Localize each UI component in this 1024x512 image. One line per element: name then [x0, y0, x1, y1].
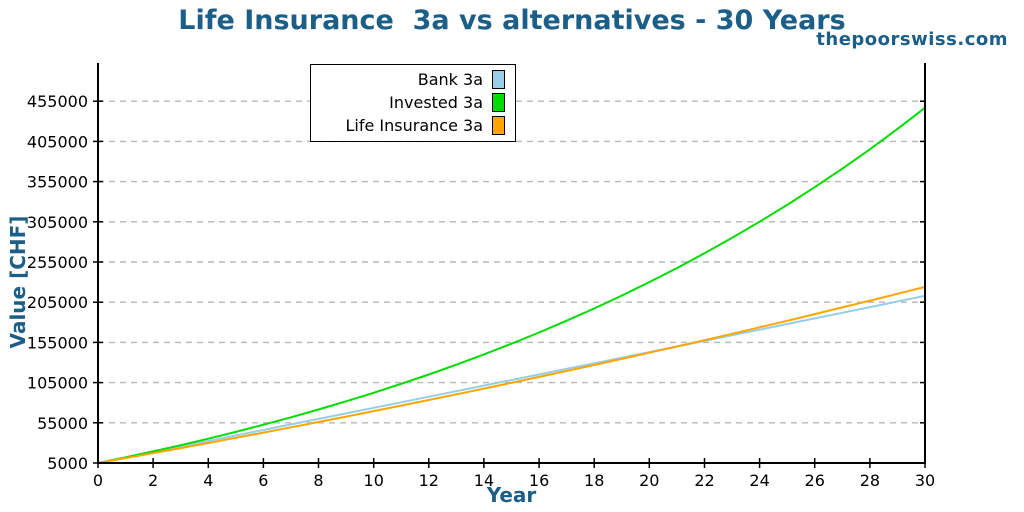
legend-item: Invested 3a: [315, 91, 505, 114]
watermark-text: thepoorswiss.com: [816, 29, 1008, 50]
y-tick-label: 155000: [27, 333, 88, 352]
y-tick-label: 255000: [27, 253, 88, 272]
x-tick-label: 28: [860, 471, 880, 490]
y-tick-label: 105000: [27, 374, 88, 393]
x-tick-label: 30: [915, 471, 935, 490]
series-line-life-insurance-3a: [97, 285, 926, 464]
x-tick-label: 10: [364, 471, 384, 490]
x-tick-label: 14: [474, 471, 494, 490]
x-tick-label: 16: [529, 471, 549, 490]
legend-label: Invested 3a: [389, 93, 483, 112]
y-tick-label: 405000: [27, 132, 88, 151]
series-line-bank-3a: [97, 294, 926, 464]
y-tick-label: 305000: [27, 213, 88, 232]
chart-title: Life Insurance 3a vs alternatives - 30 Y…: [178, 5, 846, 36]
x-tick-label: 8: [313, 471, 323, 490]
x-axis-title: Year: [486, 483, 537, 507]
legend-label: Life Insurance 3a: [345, 116, 484, 135]
x-tick-label: 2: [148, 471, 158, 490]
x-tick-label: 20: [639, 471, 659, 490]
x-tick-label: 24: [749, 471, 769, 490]
y-tick-label: 455000: [27, 92, 88, 111]
y-tick-label: 5000: [47, 454, 88, 473]
x-tick-label: 18: [584, 471, 604, 490]
legend-swatch: [492, 116, 505, 135]
legend-item: Life Insurance 3a: [315, 114, 505, 137]
x-tick-label: 6: [258, 471, 268, 490]
legend-label: Bank 3a: [417, 70, 483, 89]
legend-item: Bank 3a: [315, 68, 505, 91]
y-tick-label: 355000: [27, 173, 88, 192]
y-tick-label: 55000: [37, 414, 88, 433]
y-axis-title: Value [CHF]: [6, 215, 30, 349]
legend-box: Bank 3a Invested 3a Life Insurance 3a: [310, 64, 516, 142]
legend-swatch: [492, 93, 505, 112]
x-tick-label: 12: [419, 471, 439, 490]
series-line-invested-3a: [97, 107, 926, 464]
y-tick-label: 205000: [27, 293, 88, 312]
x-tick-label: 4: [203, 471, 213, 490]
x-tick-label: 0: [93, 471, 103, 490]
x-tick-label: 26: [805, 471, 825, 490]
x-tick-label: 22: [694, 471, 714, 490]
legend-swatch: [492, 70, 505, 89]
